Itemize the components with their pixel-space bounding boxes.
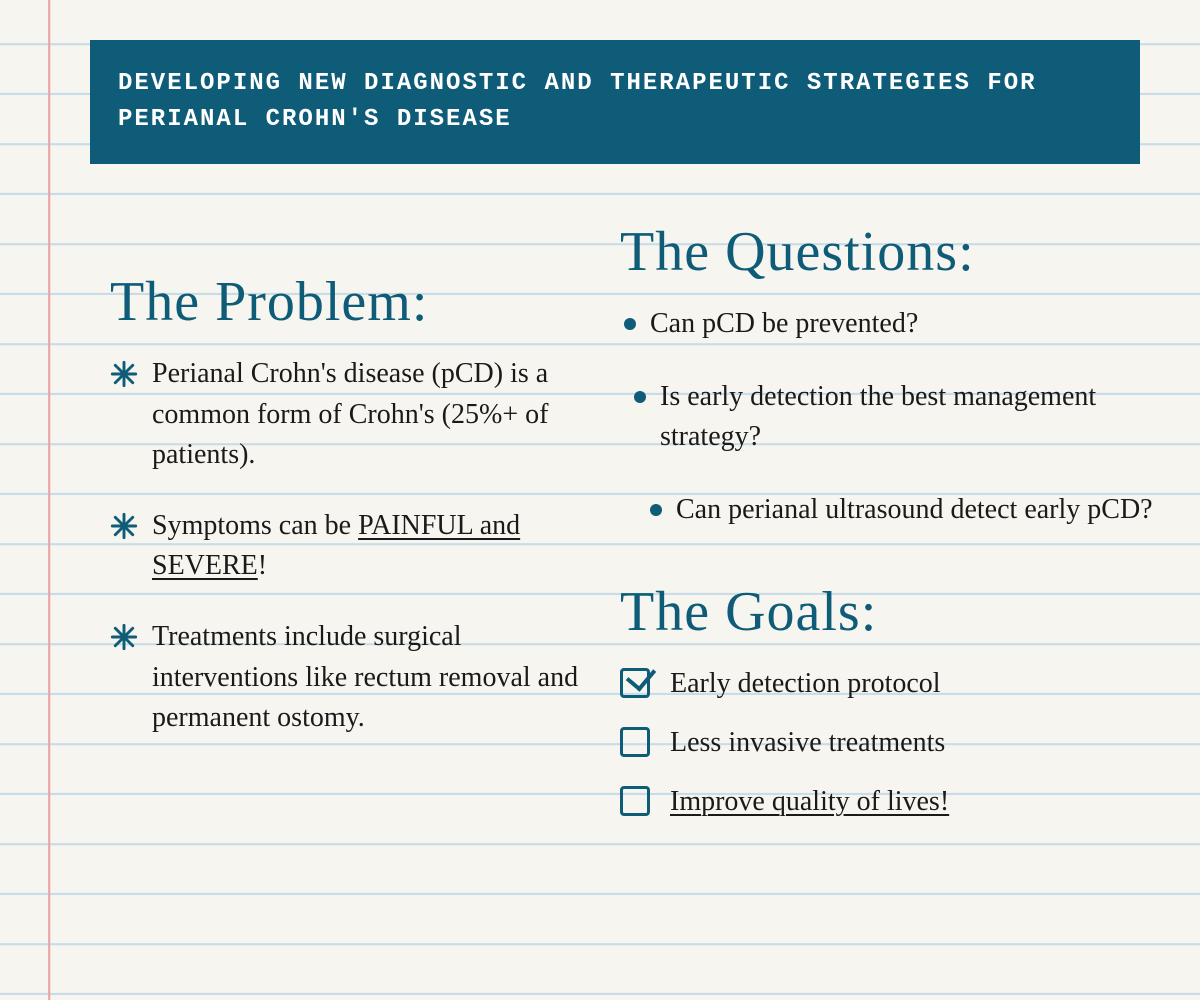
item-text: Can perianal ultrasound detect early pCD… [676,490,1160,531]
asterisk-icon [110,360,138,388]
item-text: Can pCD be prevented? [650,304,1160,345]
list-item: Perianal Crohn's disease (pCD) is a comm… [110,354,580,476]
checkbox-icon [620,786,650,816]
item-text: Perianal Crohn's disease (pCD) is a comm… [152,354,580,476]
item-text: Symptoms can be PAINFUL and SEVERE! [152,506,580,587]
asterisk-icon [110,512,138,540]
questions-title: The Questions: [620,220,1160,284]
checkbox-checked-icon [620,668,650,698]
goals-title: The Goals: [620,580,1160,644]
item-text: Early detection protocol [670,664,1160,705]
header-title: DEVELOPING NEW DIAGNOSTIC AND THERAPEUTI… [118,70,1037,133]
list-item: Early detection protocol [620,664,1160,705]
list-item: Less invasive treatments [620,723,1160,764]
item-text: Less invasive treatments [670,723,1160,764]
list-item: Treatments include surgical intervention… [110,617,580,739]
text-suffix: ! [258,550,267,581]
content-area: The Problem: Perianal Crohn's disease (p… [110,220,1160,840]
list-item: Can perianal ultrasound detect early pCD… [646,490,1160,531]
goals-list: Early detection protocol Less invasive t… [620,664,1160,822]
header-banner: DEVELOPING NEW DIAGNOSTIC AND THERAPEUTI… [90,40,1140,164]
asterisk-icon [110,623,138,651]
item-text: Treatments include surgical intervention… [152,617,580,739]
problem-list: Perianal Crohn's disease (pCD) is a comm… [110,354,580,739]
bullet-icon [650,504,662,516]
list-item: Is early detection the best management s… [630,377,1160,458]
list-item: Improve quality of lives! [620,782,1160,823]
text-prefix: Symptoms can be [152,510,358,541]
item-text: Is early detection the best management s… [660,377,1160,458]
bullet-icon [624,318,636,330]
list-item: Symptoms can be PAINFUL and SEVERE! [110,506,580,587]
left-column: The Problem: Perianal Crohn's disease (p… [110,220,580,840]
list-item: Can pCD be prevented? [620,304,1160,345]
questions-list: Can pCD be prevented? Is early detection… [620,304,1160,530]
problem-title: The Problem: [110,270,580,334]
right-column: The Questions: Can pCD be prevented? Is … [620,220,1160,840]
item-text: Improve quality of lives! [670,782,1160,823]
bullet-icon [634,391,646,403]
goals-section: The Goals: Early detection protocol Less… [620,580,1160,822]
checkbox-icon [620,727,650,757]
